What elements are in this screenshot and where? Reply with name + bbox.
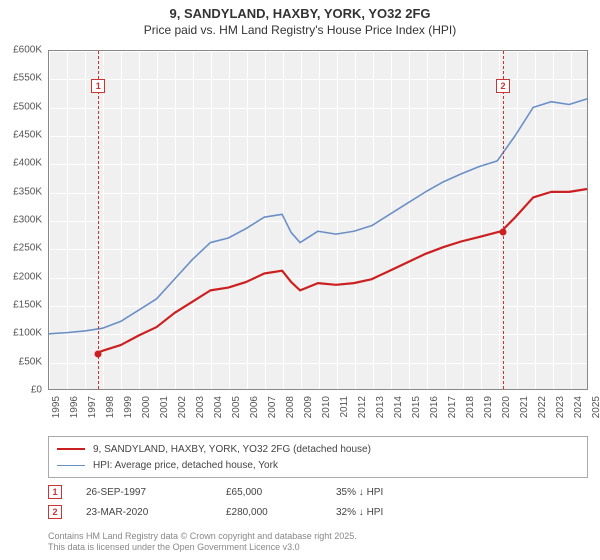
y-tick-label: £0 xyxy=(31,385,42,396)
x-tick-label: 2024 xyxy=(573,396,584,418)
x-tick-label: 2002 xyxy=(177,396,188,418)
legend-item: 9, SANDYLAND, HAXBY, YORK, YO32 2FG (det… xyxy=(57,441,579,457)
x-tick-label: 2008 xyxy=(285,396,296,418)
x-tick-label: 2013 xyxy=(375,396,386,418)
chart-title: 9, SANDYLAND, HAXBY, YORK, YO32 2FG Pric… xyxy=(0,0,600,37)
x-tick-label: 1997 xyxy=(87,396,98,418)
legend: 9, SANDYLAND, HAXBY, YORK, YO32 2FG (det… xyxy=(48,436,588,478)
x-tick-label: 2011 xyxy=(339,396,350,418)
marker-label: 2 xyxy=(496,79,510,93)
x-tick-label: 2015 xyxy=(411,396,422,418)
legend-item: HPI: Average price, detached house, York xyxy=(57,457,579,473)
x-tick-label: 2010 xyxy=(321,396,332,418)
marker-line xyxy=(503,51,504,389)
x-tick-label: 2003 xyxy=(195,396,206,418)
x-tick-label: 2017 xyxy=(447,396,458,418)
y-tick-label: £500K xyxy=(13,101,42,112)
legend-text: 9, SANDYLAND, HAXBY, YORK, YO32 2FG (det… xyxy=(93,444,371,455)
x-axis: 1995 1996 1997 1998 1999 2000 2001 2002 2003 2004… xyxy=(48,392,588,434)
y-tick-label: £550K xyxy=(13,73,42,84)
x-tick-label: 2009 xyxy=(303,396,314,418)
sales-table: 1 26-SEP-1997£65,00035% ↓ HPI 2 23-MAR-2020… xyxy=(48,482,588,522)
y-tick-label: £600K xyxy=(13,45,42,56)
x-tick-label: 2006 xyxy=(249,396,260,418)
gridline-v xyxy=(589,51,590,389)
x-tick-label: 1998 xyxy=(105,396,116,418)
x-tick-label: 2019 xyxy=(483,396,494,418)
sale-point-icon xyxy=(95,351,102,358)
sale-date: 26-SEP-1997 xyxy=(86,487,226,498)
footer-line-2: This data is licensed under the Open Gov… xyxy=(48,542,588,554)
series-line-hpi xyxy=(49,99,587,334)
marker-label: 1 xyxy=(91,79,105,93)
marker-line xyxy=(98,51,99,389)
x-tick-label: 2022 xyxy=(537,396,548,418)
y-tick-label: £450K xyxy=(13,130,42,141)
sale-price: £280,000 xyxy=(226,507,336,518)
x-tick-label: 2016 xyxy=(429,396,440,418)
y-tick-label: £350K xyxy=(13,186,42,197)
x-tick-label: 2021 xyxy=(519,396,530,418)
sale-delta: 35% ↓ HPI xyxy=(336,487,383,498)
x-tick-label: 2004 xyxy=(213,396,224,418)
x-tick-label: 1995 xyxy=(51,396,62,418)
series-line-price_paid xyxy=(98,189,587,352)
sale-row: 2 23-MAR-2020£280,00032% ↓ HPI xyxy=(48,502,588,522)
y-tick-label: £100K xyxy=(13,328,42,339)
x-tick-label: 2005 xyxy=(231,396,242,418)
sale-row: 1 26-SEP-1997£65,00035% ↓ HPI xyxy=(48,482,588,502)
x-tick-label: 2000 xyxy=(141,396,152,418)
sale-date: 23-MAR-2020 xyxy=(86,507,226,518)
footer-text: Contains HM Land Registry data © Crown c… xyxy=(48,531,588,554)
y-tick-label: £150K xyxy=(13,300,42,311)
x-tick-label: 2025 xyxy=(591,396,600,418)
sale-marker: 1 xyxy=(48,485,62,499)
x-tick-label: 2007 xyxy=(267,396,278,418)
x-tick-label: 2020 xyxy=(501,396,512,418)
sale-marker: 2 xyxy=(48,505,62,519)
chart-lines xyxy=(49,51,587,389)
x-tick-label: 2014 xyxy=(393,396,404,418)
x-tick-label: 1999 xyxy=(123,396,134,418)
y-tick-label: £50K xyxy=(19,356,42,367)
legend-text: HPI: Average price, detached house, York xyxy=(93,460,278,471)
sale-price: £65,000 xyxy=(226,487,336,498)
legend-swatch-icon xyxy=(57,465,85,466)
legend-swatch-icon xyxy=(57,448,85,450)
sale-delta: 32% ↓ HPI xyxy=(336,507,383,518)
title-line-2: Price paid vs. HM Land Registry's House … xyxy=(0,23,600,37)
x-tick-label: 1996 xyxy=(69,396,80,418)
x-tick-label: 2018 xyxy=(465,396,476,418)
x-tick-label: 2023 xyxy=(555,396,566,418)
y-tick-label: £300K xyxy=(13,215,42,226)
sale-point-icon xyxy=(499,229,506,236)
y-tick-label: £400K xyxy=(13,158,42,169)
footer-line-1: Contains HM Land Registry data © Crown c… xyxy=(48,531,588,543)
title-line-1: 9, SANDYLAND, HAXBY, YORK, YO32 2FG xyxy=(0,6,600,21)
y-axis: £0£50K£100K£150K£200K£250K£300K£350K£400… xyxy=(0,50,46,390)
x-tick-label: 2001 xyxy=(159,396,170,418)
y-tick-label: £250K xyxy=(13,243,42,254)
y-tick-label: £200K xyxy=(13,271,42,282)
chart-plot-area: 12 xyxy=(48,50,588,390)
x-tick-label: 2012 xyxy=(357,396,368,418)
